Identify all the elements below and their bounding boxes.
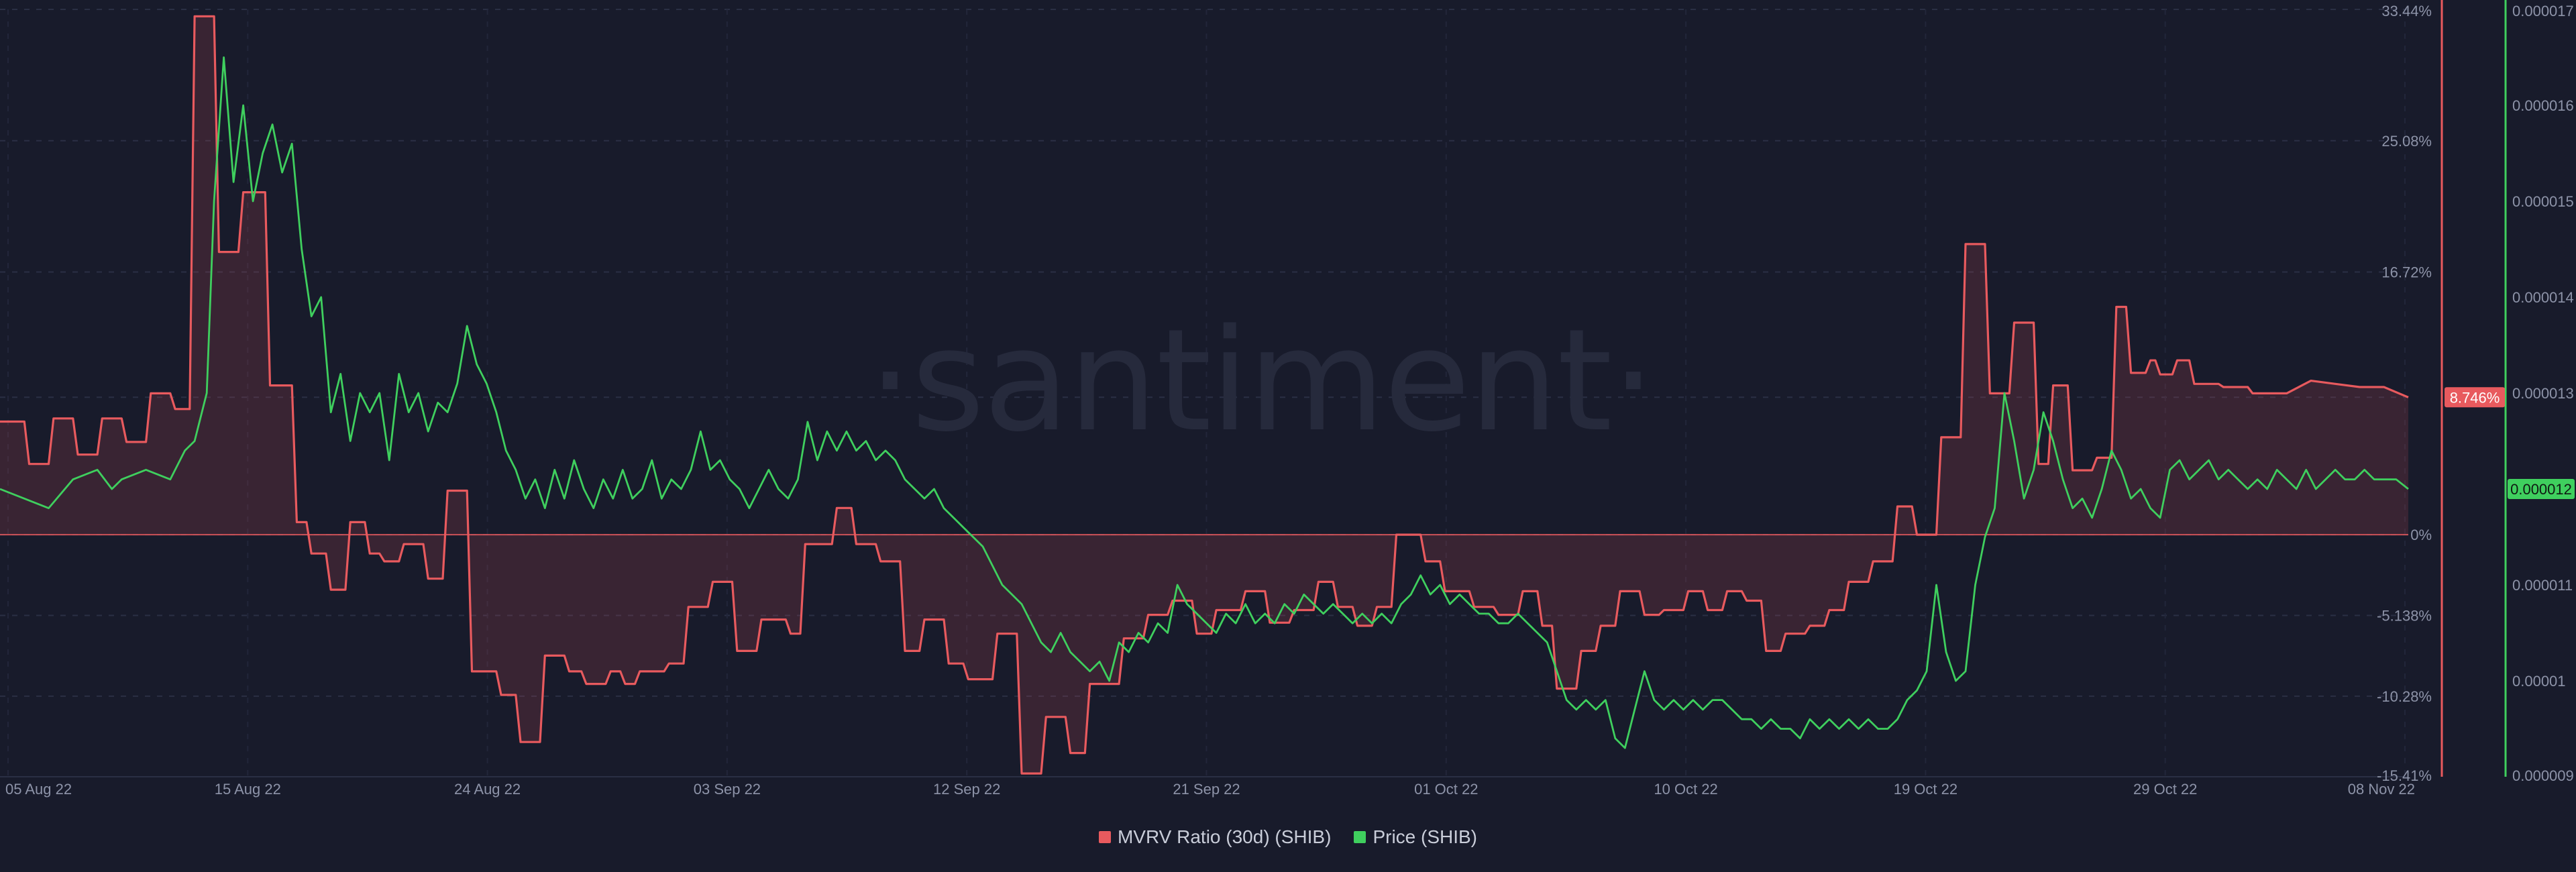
santiment-watermark: ·santiment· bbox=[868, 298, 1655, 463]
axes bbox=[0, 0, 2507, 777]
left-axis-ticks: 33.44% 25.08% 16.72% 0% -5.138% -10.28% -15.41… bbox=[2377, 3, 2432, 784]
x-tick-label: 24 Aug 22 bbox=[454, 781, 521, 798]
series-lines bbox=[0, 15, 2409, 775]
price-series-line bbox=[0, 56, 2409, 749]
x-tick-label: 12 Sep 22 bbox=[933, 781, 1000, 798]
right-tick-label: 0.000011 bbox=[2512, 577, 2573, 594]
mvrv-current-badge bbox=[2445, 387, 2505, 408]
legend: MVRV Ratio (30d) (SHIB) Price (SHIB) bbox=[0, 826, 2576, 848]
right-axis-ticks: 0.000017 0.000016 0.000015 0.000014 0.000013… bbox=[2512, 3, 2574, 784]
right-tick-label: 0.000013 bbox=[2512, 385, 2574, 402]
legend-item-mvrv[interactable]: MVRV Ratio (30d) (SHIB) bbox=[1098, 826, 1332, 848]
legend-item-price[interactable]: Price (SHIB) bbox=[1354, 826, 1477, 848]
legend-label-price: Price (SHIB) bbox=[1373, 826, 1478, 847]
left-tick-label: 25.08% bbox=[2381, 133, 2432, 150]
mvrv-current-value: 8.746% bbox=[2450, 389, 2500, 406]
mvrv-area bbox=[0, 16, 2408, 774]
x-tick-label: 21 Sep 22 bbox=[1173, 781, 1240, 798]
right-tick-label: 0.000009 bbox=[2512, 767, 2574, 784]
price-current-badge bbox=[2508, 479, 2575, 499]
x-tick-label: 01 Oct 22 bbox=[1414, 781, 1478, 798]
left-tick-label: -5.138% bbox=[2377, 607, 2432, 624]
mvrv-series-line bbox=[0, 15, 2409, 775]
current-value-badges: 8.746% 0.000012 bbox=[2445, 387, 2575, 499]
price-current-value: 0.000012 bbox=[2510, 481, 2572, 498]
x-tick-label: 08 Nov 22 bbox=[2348, 781, 2415, 798]
legend-swatch-price bbox=[1354, 831, 1366, 843]
x-tick-label: 15 Aug 22 bbox=[215, 781, 281, 798]
left-tick-label: 0% bbox=[2410, 527, 2432, 543]
x-axis-ticks: 05 Aug 22 15 Aug 22 24 Aug 22 03 Sep 22 12 S… bbox=[5, 781, 2415, 798]
mvrv-area-fill bbox=[0, 16, 2408, 774]
left-tick-label: -10.28% bbox=[2377, 688, 2432, 705]
right-tick-label: 0.00001 bbox=[2512, 673, 2566, 690]
right-tick-label: 0.000016 bbox=[2512, 97, 2574, 114]
right-tick-label: 0.000015 bbox=[2512, 193, 2574, 210]
x-tick-label: 03 Sep 22 bbox=[694, 781, 761, 798]
x-tick-label: 05 Aug 22 bbox=[5, 781, 72, 798]
x-tick-label: 29 Oct 22 bbox=[2133, 781, 2197, 798]
right-tick-label: 0.000017 bbox=[2512, 3, 2574, 19]
left-tick-label: 16.72% bbox=[2381, 264, 2432, 281]
x-tick-label: 10 Oct 22 bbox=[1654, 781, 1717, 798]
legend-swatch-mvrv bbox=[1098, 831, 1111, 843]
legend-label-mvrv: MVRV Ratio (30d) (SHIB) bbox=[1117, 826, 1332, 847]
right-tick-label: 0.000014 bbox=[2512, 289, 2574, 306]
x-tick-label: 19 Oct 22 bbox=[1894, 781, 1957, 798]
left-tick-label: -15.41% bbox=[2377, 767, 2432, 784]
left-tick-label: 33.44% bbox=[2381, 3, 2432, 19]
